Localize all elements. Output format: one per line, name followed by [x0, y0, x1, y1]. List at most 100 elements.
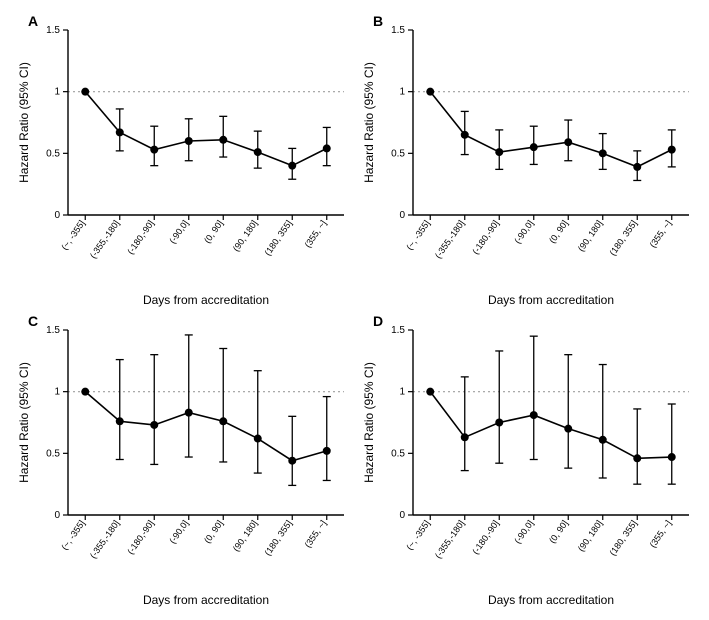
panel-svg: B 0 0.5 1 1.5 (~, -355](-355,-180](-180,-90] (… [355, 10, 699, 310]
x-tick-label: (-90,0] [512, 518, 535, 545]
data-point [288, 162, 296, 170]
panel-D: D00.511.5(~, -355](-355,-180](-180,-90](… [355, 310, 700, 610]
data-point [81, 388, 89, 396]
data-point [564, 138, 572, 146]
x-tick-label: (0, 90] [547, 518, 570, 545]
x-axis-label: Days from accreditation [487, 593, 613, 607]
data-point [529, 143, 537, 151]
data-point [598, 436, 606, 444]
data-point [495, 419, 503, 427]
x-tick-label: (~, -355] [59, 518, 87, 551]
x-tick-label: (90, 180] [575, 218, 604, 253]
data-point [116, 417, 124, 425]
x-tick-label: (-90,0] [512, 218, 535, 245]
data-point [564, 425, 572, 433]
x-tick-label: (~, -355] [404, 218, 432, 251]
data-point [185, 409, 193, 417]
panel-letter: D [373, 313, 383, 329]
y-tick-label: 1.5 [46, 325, 60, 336]
series-line [430, 92, 672, 167]
x-tick-label: (0, 90] [202, 518, 225, 545]
data-point [150, 421, 158, 429]
x-tick-label: (-90,0] [167, 518, 190, 545]
panel-letter: B [373, 13, 383, 29]
chart-grid: A00.511.5(~, -355](-355,-180](-180,-90](… [10, 10, 699, 610]
x-tick-label: (355, ~] [647, 218, 673, 249]
x-tick-label: (355, ~] [647, 518, 673, 549]
data-point [633, 163, 641, 171]
x-tick-label: (0, 90] [547, 218, 570, 245]
x-tick-label: (-180,-90] [125, 518, 156, 556]
y-tick-label: 1.5 [391, 25, 405, 36]
data-point [460, 433, 468, 441]
data-point [495, 148, 503, 156]
data-point [426, 88, 434, 96]
x-tick-label: (-180,-90] [125, 218, 156, 256]
x-tick-label: (-355,-180] [88, 518, 121, 560]
x-tick-label: (-355,-180] [432, 218, 465, 260]
x-axis-label: Days from accreditation [143, 593, 269, 607]
panel-svg: D00.511.5(~, -355](-355,-180](-180,-90](… [355, 310, 699, 610]
x-tick-label: (180, 355] [262, 518, 293, 557]
x-tick-label: (90, 180] [231, 518, 260, 553]
data-point [529, 411, 537, 419]
data-point [254, 148, 262, 156]
x-tick-label: (355, ~] [303, 518, 329, 549]
data-point [81, 88, 89, 96]
x-tick-label: (-355,-180] [88, 218, 121, 260]
x-tick-label: (-180,-90] [470, 518, 501, 556]
x-tick-label: (90, 180] [231, 218, 260, 253]
panel-svg: C 0 0.5 1 1.5 (~, -355](-355,-180](-180,-90] (… [10, 310, 354, 610]
panel-svg: A 0 0.5 1 1.5 (~, -355](-355,-180](-180,-90] (… [10, 10, 354, 310]
y-axis-label: Hazard Ratio (95% CI) [17, 362, 31, 483]
x-tick-label: (~, -355] [404, 518, 432, 551]
series-line [430, 392, 672, 459]
x-tick-label: (-355,-180] [432, 518, 465, 560]
x-tick-label: (355, ~] [303, 218, 329, 249]
series-line [85, 392, 327, 461]
y-axis-label: Hazard Ratio (95% CI) [362, 362, 376, 483]
data-point [633, 454, 641, 462]
y-axis-label: Hazard Ratio (95% CI) [17, 62, 31, 183]
x-tick-label: (0, 90] [202, 218, 225, 245]
data-point [667, 146, 675, 154]
y-tick-label: 0 [54, 510, 60, 521]
y-tick-label: 1 [399, 387, 405, 398]
data-point [150, 146, 158, 154]
panel-letter: A [28, 13, 38, 29]
x-tick-label: (-180,-90] [470, 218, 501, 256]
data-point [426, 388, 434, 396]
y-tick-label: 1.5 [391, 325, 405, 336]
panel-A: A 0 0.5 1 1.5 (~, -355](-355,-180](-180,-90] (… [10, 10, 355, 310]
x-axis-label: Days from accreditation [487, 293, 613, 307]
y-tick-label: 1 [54, 387, 60, 398]
data-point [219, 417, 227, 425]
y-tick-label: 0.5 [391, 148, 405, 159]
data-point [116, 128, 124, 136]
y-axis-label: Hazard Ratio (95% CI) [362, 62, 376, 183]
data-point [288, 457, 296, 465]
data-point [219, 136, 227, 144]
x-tick-label: (180, 355] [607, 218, 638, 257]
y-tick-label: 0 [54, 210, 60, 221]
data-point [185, 137, 193, 145]
data-point [667, 453, 675, 461]
panel-C: C 0 0.5 1 1.5 (~, -355](-355,-180](-180,-90] (… [10, 310, 355, 610]
x-tick-label: (~, -355] [59, 218, 87, 251]
panel-letter: C [28, 313, 38, 329]
data-point [254, 435, 262, 443]
y-tick-label: 0.5 [46, 148, 60, 159]
y-tick-label: 0.5 [46, 448, 60, 459]
y-tick-label: 0 [399, 210, 405, 221]
panel-B: B 0 0.5 1 1.5 (~, -355](-355,-180](-180,-90] (… [355, 10, 700, 310]
data-point [460, 131, 468, 139]
x-tick-label: (180, 355] [262, 218, 293, 257]
data-point [598, 149, 606, 157]
x-tick-label: (-90,0] [167, 218, 190, 245]
y-tick-label: 1.5 [46, 25, 60, 36]
y-tick-label: 1 [399, 87, 405, 98]
y-tick-label: 1 [54, 87, 60, 98]
y-tick-label: 0.5 [391, 448, 405, 459]
x-tick-label: (90, 180] [575, 518, 604, 553]
data-point [323, 144, 331, 152]
